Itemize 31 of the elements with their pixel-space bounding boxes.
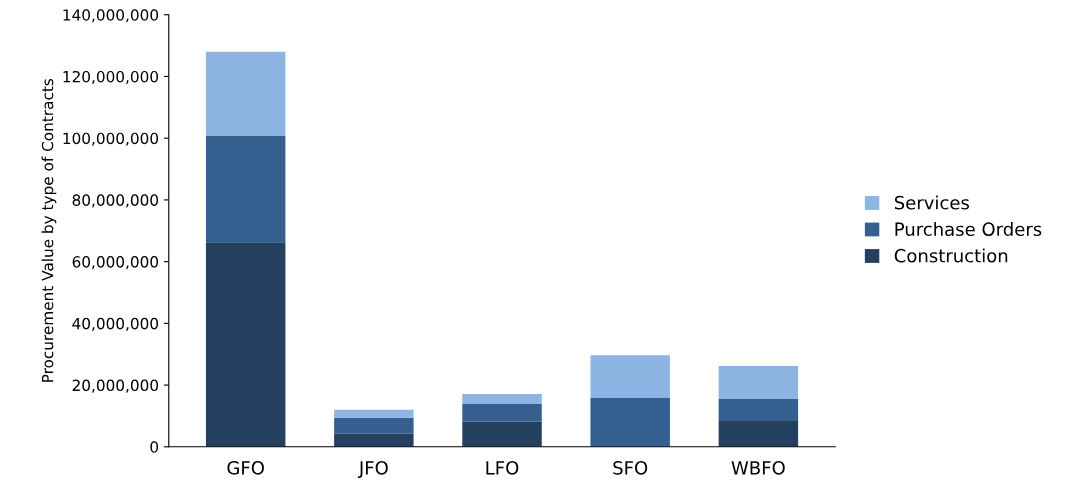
bar xyxy=(590,398,670,447)
y-tick-label: 140,000,000 xyxy=(63,9,159,23)
bar xyxy=(205,135,286,243)
y-tick-label: 60,000,000 xyxy=(72,256,159,270)
y-axis-title: Procurement Value by type of Contracts xyxy=(41,78,57,382)
x-tick-label: GFO xyxy=(227,461,264,475)
legend-label: Services xyxy=(894,195,969,210)
legend-label: Construction xyxy=(894,248,1008,263)
bar xyxy=(462,394,542,404)
y-tick-label: 40,000,000 xyxy=(72,317,159,331)
x-tick-label: WBFO xyxy=(731,461,785,475)
x-tick-label: LFO xyxy=(486,461,519,475)
bar xyxy=(718,398,799,421)
bar xyxy=(590,355,670,399)
y-tick-label: 80,000,000 xyxy=(72,194,159,208)
y-tick-label: 0 xyxy=(150,441,159,453)
legend-label: Purchase Orders xyxy=(895,222,1042,237)
y-tick-label: 20,000,000 xyxy=(72,379,159,393)
y-tick-label: 100,000,000 xyxy=(63,132,159,146)
bar xyxy=(334,433,414,447)
x-tick-label: JFO xyxy=(357,461,388,479)
bar xyxy=(718,365,799,399)
y-tick-label: 120,000,000 xyxy=(63,70,159,85)
bar xyxy=(205,51,286,136)
bar xyxy=(462,403,542,422)
bar xyxy=(462,421,542,447)
bar xyxy=(334,409,414,418)
bar xyxy=(334,417,414,434)
bar xyxy=(205,242,286,447)
bar xyxy=(718,420,799,447)
x-tick-label: SFO xyxy=(613,461,648,475)
